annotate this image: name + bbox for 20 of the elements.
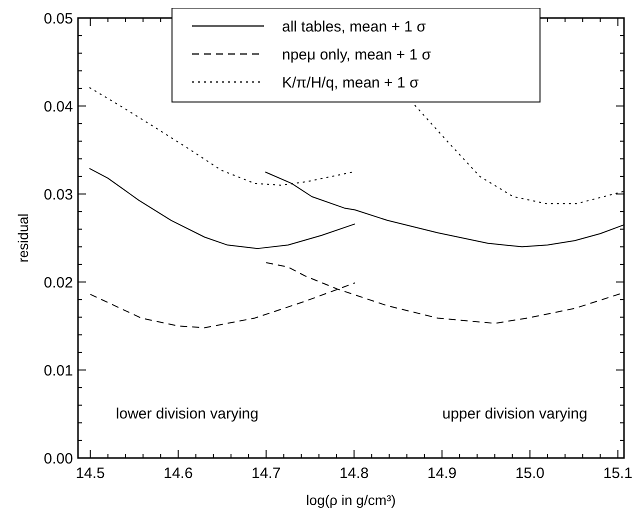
y-axis-title: residual [15,213,31,263]
annotation: upper division varying [442,405,588,422]
x-tick-label: 15.0 [515,465,545,482]
legend-label: npeμ only, mean + 1 σ [282,46,432,64]
y-tick-label: 0.03 [44,186,73,204]
x-tick-label: 14.9 [427,465,457,482]
x-tick-label: 14.5 [76,465,105,482]
y-tick-label: 0.05 [44,10,73,28]
y-tick-label: 0.00 [44,450,73,468]
x-tick-label: 14.6 [164,465,193,482]
legend-label: K/π/H/q, mean + 1 σ [282,74,420,92]
x-tick-label: 14.7 [252,465,281,482]
y-tick-label: 0.02 [44,274,73,292]
x-tick-label: 14.8 [339,465,369,482]
annotation: lower division varying [116,405,258,422]
y-tick-label: 0.01 [44,362,73,380]
y-tick-label: 0.04 [44,98,73,116]
x-tick-label: 15.1 [603,465,632,482]
x-axis-title: log(ρ in g/cm³) [306,492,396,508]
legend-label: all tables, mean + 1 σ [282,18,427,36]
